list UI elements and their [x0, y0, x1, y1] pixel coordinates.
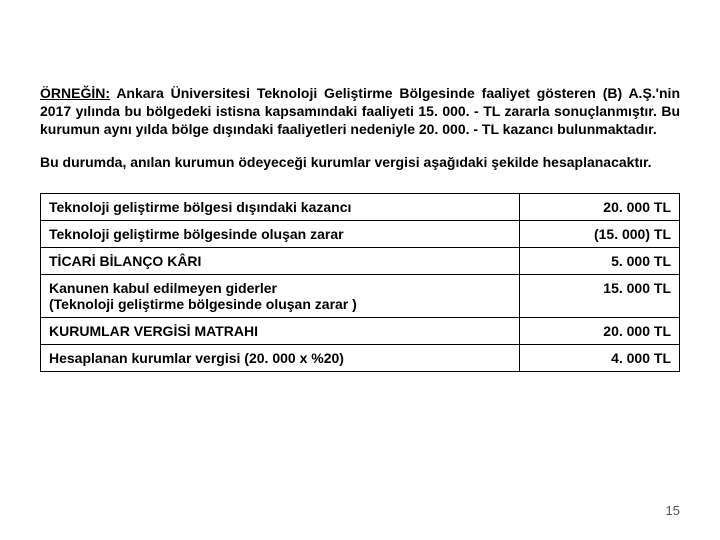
table-row: Teknoloji geliştirme bölgesi dışındaki k…: [41, 193, 680, 220]
row-value: (15. 000) TL: [520, 220, 680, 247]
row-value: 20. 000 TL: [520, 317, 680, 344]
row-value: 15. 000 TL: [520, 274, 680, 317]
example-paragraph-1: ÖRNEĞİN: Ankara Üniversitesi Teknoloji G…: [40, 84, 680, 139]
table-row: TİCARİ BİLANÇO KÂRI 5. 000 TL: [41, 247, 680, 274]
table-row: Hesaplanan kurumlar vergisi (20. 000 x %…: [41, 344, 680, 371]
row-label: KURUMLAR VERGİSİ MATRAHI: [41, 317, 520, 344]
calculation-table: Teknoloji geliştirme bölgesi dışındaki k…: [40, 193, 680, 372]
table-row: KURUMLAR VERGİSİ MATRAHI 20. 000 TL: [41, 317, 680, 344]
row-label: TİCARİ BİLANÇO KÂRI: [41, 247, 520, 274]
row-value: 4. 000 TL: [520, 344, 680, 371]
row-value: 5. 000 TL: [520, 247, 680, 274]
row-label: Hesaplanan kurumlar vergisi (20. 000 x %…: [41, 344, 520, 371]
page-number: 15: [666, 503, 680, 518]
table-row: Kanunen kabul edilmeyen giderler (Teknol…: [41, 274, 680, 317]
example-paragraph-2: Bu durumda, anılan kurumun ödeyeceği kur…: [40, 153, 680, 171]
row-value: 20. 000 TL: [520, 193, 680, 220]
example-label: ÖRNEĞİN:: [40, 85, 110, 101]
row-label: Teknoloji geliştirme bölgesinde oluşan z…: [41, 220, 520, 247]
row-label: Teknoloji geliştirme bölgesi dışındaki k…: [41, 193, 520, 220]
row-label: Kanunen kabul edilmeyen giderler (Teknol…: [41, 274, 520, 317]
example-text-1: Ankara Üniversitesi Teknoloji Geliştirme…: [40, 85, 680, 137]
table-row: Teknoloji geliştirme bölgesinde oluşan z…: [41, 220, 680, 247]
